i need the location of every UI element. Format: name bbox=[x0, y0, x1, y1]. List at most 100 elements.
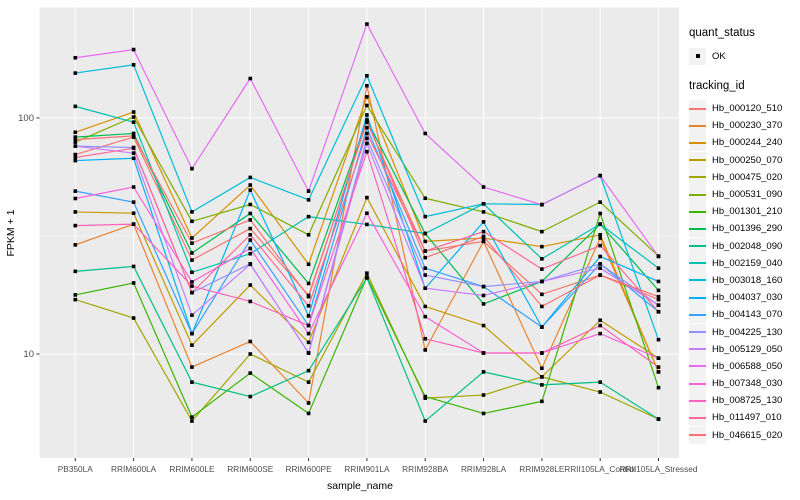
data-point bbox=[540, 257, 544, 261]
legend-entry-label: Hb_004225_130 bbox=[712, 326, 783, 338]
data-point bbox=[656, 279, 661, 284]
legend-entry-ok: OK bbox=[689, 47, 782, 65]
legend-key-line-icon bbox=[689, 107, 706, 110]
legend-entry-Hb_008725_130: Hb_008725_130 bbox=[689, 392, 783, 410]
data-point bbox=[73, 137, 78, 142]
x-tick-label: RRIM901LA bbox=[344, 464, 390, 474]
legend-key-box bbox=[689, 392, 706, 410]
data-point bbox=[131, 151, 136, 155]
data-point bbox=[481, 201, 486, 206]
data-point bbox=[481, 351, 486, 355]
legend-key-line-icon bbox=[689, 245, 706, 248]
data-point bbox=[73, 243, 78, 247]
data-point bbox=[306, 380, 311, 384]
data-point bbox=[248, 226, 253, 231]
legend-key-box bbox=[689, 47, 706, 65]
legend-key-line-icon bbox=[689, 434, 706, 437]
data-point bbox=[306, 401, 311, 405]
data-point bbox=[73, 140, 78, 144]
legend-entry-Hb_007348_030: Hb_007348_030 bbox=[689, 375, 783, 393]
data-point bbox=[365, 103, 369, 108]
data-point bbox=[598, 318, 602, 323]
data-point bbox=[73, 223, 78, 228]
legend-entry-label: Hb_004037_030 bbox=[712, 292, 783, 304]
data-point bbox=[190, 166, 194, 171]
data-point bbox=[131, 222, 136, 226]
data-point bbox=[656, 266, 661, 270]
data-point bbox=[423, 249, 428, 253]
data-point bbox=[598, 232, 602, 237]
data-point bbox=[248, 283, 253, 287]
data-point bbox=[131, 47, 136, 52]
data-point bbox=[423, 419, 428, 423]
data-point bbox=[306, 411, 311, 416]
data-point bbox=[190, 258, 194, 262]
data-point bbox=[540, 399, 544, 404]
legend-entry-Hb_004143_070: Hb_004143_070 bbox=[689, 306, 783, 324]
data-point bbox=[365, 94, 369, 99]
legend-entry-Hb_003018_160: Hb_003018_160 bbox=[689, 271, 782, 289]
legend-entry-label: Hb_004143_070 bbox=[712, 309, 783, 321]
data-point bbox=[423, 231, 428, 236]
panel-background bbox=[39, 7, 679, 458]
data-point bbox=[306, 314, 311, 318]
data-point bbox=[190, 236, 194, 240]
data-point bbox=[131, 134, 136, 138]
legend-entry-Hb_005129_050: Hb_005129_050 bbox=[689, 340, 783, 358]
data-point bbox=[540, 375, 544, 379]
data-point bbox=[365, 22, 369, 26]
data-point bbox=[306, 304, 311, 308]
data-point bbox=[248, 339, 253, 344]
x-tick-label: PB350LA bbox=[58, 464, 94, 474]
data-point bbox=[656, 297, 661, 302]
legend-key-box bbox=[689, 151, 706, 169]
legend-entry-Hb_011497_010: Hb_011497_010 bbox=[689, 409, 782, 427]
data-point bbox=[365, 83, 369, 88]
legend-entry-label: Hb_005129_050 bbox=[712, 343, 783, 355]
data-point bbox=[248, 262, 253, 267]
legend-entry-Hb_004225_130: Hb_004225_130 bbox=[689, 323, 783, 341]
data-point bbox=[306, 281, 311, 286]
data-point bbox=[248, 211, 253, 216]
legend-entry-label: Hb_001396_290 bbox=[712, 223, 783, 235]
data-point bbox=[598, 236, 602, 240]
legend-entry-label: Hb_002048_090 bbox=[712, 240, 783, 252]
legend-entry-label: Hb_007348_030 bbox=[712, 378, 783, 390]
data-point bbox=[248, 232, 253, 237]
data-point bbox=[365, 113, 369, 117]
legend-key-box bbox=[689, 306, 706, 324]
data-point bbox=[131, 316, 136, 320]
data-point bbox=[423, 214, 428, 219]
legend-entry-Hb_000120_510: Hb_000120_510 bbox=[689, 100, 782, 118]
legend-key-line-icon bbox=[689, 365, 706, 368]
legend-entry-label: Hb_008725_130 bbox=[712, 395, 783, 407]
data-point bbox=[131, 146, 136, 150]
legend-entry-label: OK bbox=[712, 50, 726, 62]
data-point bbox=[481, 284, 486, 289]
data-point bbox=[481, 411, 486, 416]
data-point bbox=[598, 243, 602, 248]
data-point bbox=[423, 239, 428, 244]
data-point bbox=[73, 55, 78, 60]
x-tick-label: RRIM600SE bbox=[227, 464, 274, 474]
data-point bbox=[540, 292, 544, 297]
data-point bbox=[190, 219, 194, 224]
data-point bbox=[248, 183, 253, 187]
data-point bbox=[540, 279, 544, 284]
legend-entry-label: Hb_006588_050 bbox=[712, 360, 783, 372]
legend-key-line-icon bbox=[689, 416, 706, 419]
data-point bbox=[306, 351, 311, 355]
data-point bbox=[131, 185, 136, 189]
data-point bbox=[656, 254, 661, 259]
legend-key-line-icon bbox=[689, 331, 706, 334]
data-point bbox=[131, 131, 136, 136]
data-point bbox=[73, 210, 78, 214]
x-tick-label: RRIM600LE bbox=[169, 464, 215, 474]
data-point bbox=[481, 323, 486, 328]
data-point bbox=[481, 302, 486, 306]
data-point bbox=[73, 104, 78, 109]
legend-entry-label: Hb_000475_020 bbox=[712, 171, 783, 183]
data-point bbox=[73, 144, 78, 148]
data-point bbox=[131, 63, 136, 67]
data-point bbox=[365, 149, 369, 154]
